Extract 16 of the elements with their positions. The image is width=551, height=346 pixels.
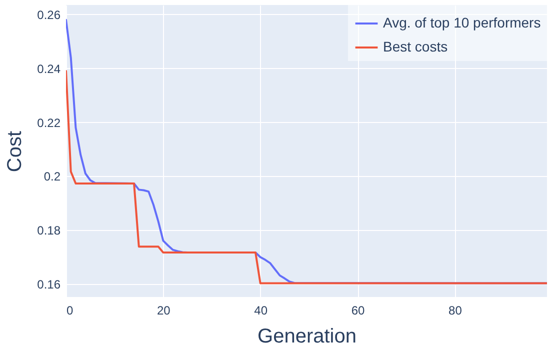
y-tick-label: 0.22 [37,116,61,130]
y-tick-label: 0.18 [37,224,61,238]
y-tick-label: 0.16 [37,278,61,292]
x-axis-title: Generation [258,326,356,346]
line-series [66,70,547,284]
x-tick-label: 60 [351,304,366,318]
legend-label: Best costs [383,38,448,54]
y-tick-label: 0.24 [37,62,61,76]
y-axis-title: Cost [4,130,26,172]
x-tick-label: 0 [66,304,74,318]
x-tick-label: 40 [254,304,268,318]
y-tick-label: 0.2 [44,170,61,184]
legend-label: Avg. of top 10 performers [383,14,541,30]
y-tick-label: 0.26 [37,8,61,22]
x-tick-label: 80 [448,304,462,318]
x-tick-label: 20 [156,304,171,318]
